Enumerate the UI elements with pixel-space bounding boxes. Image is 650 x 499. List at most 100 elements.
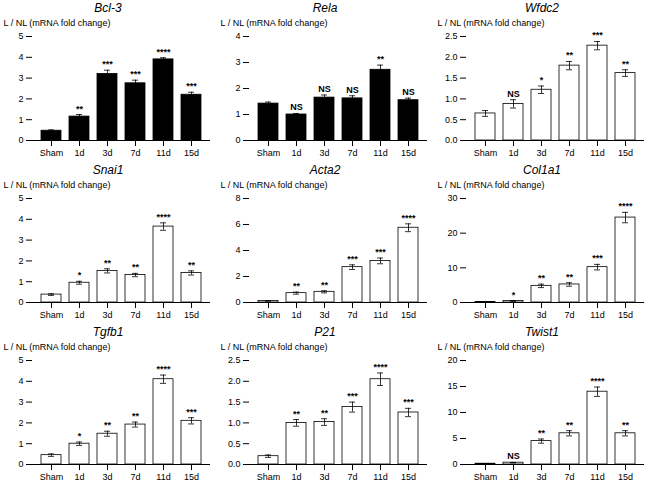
svg-text:Sham: Sham (257, 472, 281, 482)
svg-text:11d: 11d (590, 472, 604, 482)
svg-text:***: *** (403, 397, 414, 407)
svg-text:3: 3 (18, 73, 23, 83)
svg-text:7d: 7d (347, 148, 357, 158)
svg-text:Sham: Sham (257, 310, 281, 320)
svg-text:****: **** (156, 47, 171, 57)
svg-text:**: ** (566, 50, 574, 60)
svg-text:0: 0 (452, 459, 457, 469)
svg-text:0: 0 (452, 297, 457, 307)
svg-text:20: 20 (447, 228, 457, 238)
svg-text:**: ** (104, 258, 112, 268)
svg-text:**: ** (566, 272, 574, 282)
svg-text:NS: NS (290, 102, 303, 112)
svg-text:3d: 3d (102, 472, 112, 482)
svg-text:5: 5 (18, 193, 23, 203)
svg-text:4: 4 (18, 376, 23, 386)
svg-text:L / NL (mRNA fold change): L / NL (mRNA fold change) (221, 180, 328, 190)
svg-text:3d: 3d (319, 310, 329, 320)
svg-text:1d: 1d (508, 310, 518, 320)
svg-text:11d: 11d (156, 148, 170, 158)
svg-text:**: ** (566, 420, 574, 430)
svg-text:0.0: 0.0 (445, 135, 458, 145)
svg-text:11d: 11d (373, 310, 387, 320)
svg-text:****: **** (373, 362, 388, 372)
svg-text:**: ** (132, 411, 140, 421)
svg-text:****: **** (618, 201, 633, 211)
svg-text:3d: 3d (536, 148, 546, 158)
svg-text:****: **** (401, 213, 416, 223)
svg-text:11d: 11d (156, 472, 170, 482)
svg-text:**: ** (538, 428, 546, 438)
svg-text:***: *** (186, 81, 197, 91)
svg-text:*: * (540, 75, 544, 85)
svg-text:0: 0 (18, 297, 23, 307)
svg-text:Sham: Sham (40, 472, 64, 482)
svg-text:3d: 3d (102, 148, 112, 158)
svg-text:7d: 7d (347, 472, 357, 482)
svg-text:**: ** (321, 408, 329, 418)
svg-text:7d: 7d (564, 310, 574, 320)
svg-text:NS: NS (318, 84, 331, 94)
svg-text:3d: 3d (102, 310, 112, 320)
svg-text:1.5: 1.5 (445, 73, 458, 83)
svg-text:30: 30 (447, 193, 457, 203)
svg-text:3d: 3d (319, 148, 329, 158)
svg-text:NS: NS (346, 85, 359, 95)
svg-text:****: **** (590, 376, 605, 386)
svg-text:**: ** (321, 280, 329, 290)
svg-text:1d: 1d (74, 310, 84, 320)
svg-text:15d: 15d (618, 310, 633, 320)
svg-text:L / NL (mRNA fold change): L / NL (mRNA fold change) (221, 18, 328, 28)
svg-text:L / NL (mRNA fold change): L / NL (mRNA fold change) (438, 18, 545, 28)
svg-text:***: *** (347, 391, 358, 401)
svg-text:1d: 1d (291, 310, 301, 320)
svg-text:15d: 15d (401, 472, 416, 482)
svg-text:*: * (78, 270, 82, 280)
svg-text:2: 2 (18, 418, 23, 428)
svg-text:L / NL (mRNA fold change): L / NL (mRNA fold change) (4, 342, 111, 352)
svg-text:2: 2 (235, 271, 240, 281)
svg-text:***: *** (130, 69, 141, 79)
svg-text:2: 2 (235, 83, 240, 93)
svg-text:**: ** (622, 420, 630, 430)
svg-text:11d: 11d (373, 472, 387, 482)
svg-text:****: **** (156, 364, 171, 374)
svg-text:1d: 1d (291, 148, 301, 158)
svg-text:**: ** (293, 409, 301, 419)
svg-text:11d: 11d (156, 310, 170, 320)
svg-text:**: ** (76, 104, 84, 114)
svg-text:10: 10 (447, 263, 457, 273)
svg-text:Sham: Sham (40, 310, 64, 320)
svg-text:11d: 11d (373, 148, 387, 158)
svg-text:Sham: Sham (474, 310, 498, 320)
svg-text:6: 6 (235, 219, 240, 229)
svg-text:***: *** (375, 247, 386, 257)
svg-text:NS: NS (402, 87, 415, 97)
svg-text:2.0: 2.0 (445, 52, 458, 62)
svg-text:1d: 1d (508, 472, 518, 482)
svg-text:3: 3 (18, 235, 23, 245)
svg-text:Sham: Sham (474, 472, 498, 482)
svg-text:0.5: 0.5 (445, 115, 458, 125)
svg-text:3d: 3d (536, 472, 546, 482)
svg-text:NS: NS (507, 451, 520, 461)
svg-text:1: 1 (235, 109, 240, 119)
svg-text:1: 1 (18, 115, 23, 125)
svg-text:0: 0 (18, 135, 23, 145)
svg-text:**: ** (132, 262, 140, 272)
svg-text:Sham: Sham (474, 148, 498, 158)
svg-text:0.5: 0.5 (228, 439, 241, 449)
svg-text:***: *** (592, 30, 603, 40)
svg-text:7d: 7d (564, 472, 574, 482)
svg-text:Sham: Sham (40, 148, 64, 158)
svg-text:***: *** (592, 253, 603, 263)
svg-text:10: 10 (447, 407, 457, 417)
svg-text:***: *** (186, 407, 197, 417)
svg-text:15d: 15d (401, 310, 416, 320)
svg-text:***: *** (347, 254, 358, 264)
svg-text:L / NL (mRNA fold change): L / NL (mRNA fold change) (438, 342, 545, 352)
svg-text:**: ** (538, 273, 546, 283)
svg-text:0: 0 (235, 297, 240, 307)
svg-text:7d: 7d (347, 310, 357, 320)
svg-text:20: 20 (447, 355, 457, 365)
